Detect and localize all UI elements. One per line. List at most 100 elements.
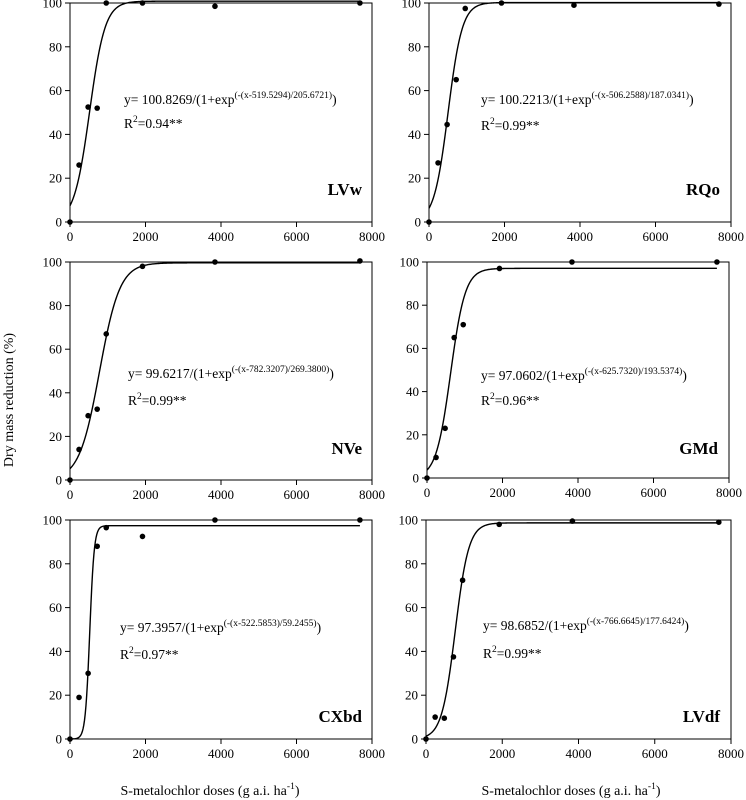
r-squared-exponent: 2 bbox=[137, 392, 142, 402]
x-tick-label: 6000 bbox=[284, 229, 310, 244]
panel-gmd: 0 2000 4000 6000 8000 0 20 40 60 80 100 y= 97.0602/… bbox=[400, 255, 743, 501]
data-point bbox=[453, 76, 459, 83]
x-tick-label: 0 bbox=[423, 746, 430, 761]
data-point bbox=[76, 694, 82, 701]
data-point bbox=[76, 446, 82, 453]
panel-cxbd: 0 2000 4000 6000 8000 0 20 40 60 80 100 y= 97.3957/… bbox=[43, 513, 386, 762]
y-tick-label: 20 bbox=[408, 171, 421, 186]
data-point bbox=[212, 259, 218, 265]
x-axis-title-superscript: -1 bbox=[648, 782, 656, 792]
y-tick-label: 20 bbox=[405, 688, 418, 703]
data-point bbox=[442, 425, 448, 432]
x-tick-label: 8000 bbox=[718, 229, 744, 244]
y-tick-label: 0 bbox=[56, 215, 63, 230]
x-tick-label: 4000 bbox=[567, 229, 593, 244]
y-tick-label: 40 bbox=[49, 644, 62, 659]
data-point bbox=[571, 2, 577, 8]
y-tick-label: 20 bbox=[49, 429, 62, 444]
y-tick-label: 100 bbox=[402, 0, 422, 11]
y-tick-label: 40 bbox=[405, 644, 418, 659]
fit-equation-close: ) bbox=[684, 618, 689, 633]
y-tick-label: 40 bbox=[408, 127, 421, 142]
panel-label: GMd bbox=[679, 439, 718, 458]
x-axis-title-main: S-metalochlor doses (g a.i. ha bbox=[482, 784, 649, 799]
x-tick-label: 6000 bbox=[284, 487, 310, 502]
y-tick-label: 100 bbox=[400, 255, 420, 270]
r-squared-exponent: 2 bbox=[490, 117, 495, 127]
x-axis-title-left: S-metalochlor doses (g a.i. ha-1) bbox=[121, 782, 300, 799]
x-axis-title-superscript: -1 bbox=[287, 782, 295, 792]
fit-equation-close: ) bbox=[332, 92, 337, 107]
data-point bbox=[94, 406, 100, 412]
fit-equation: y= 97.3957/(1+exp(-(x-522.5853)/59.2455)… bbox=[120, 618, 321, 635]
y-tick-label: 100 bbox=[43, 513, 63, 528]
data-point bbox=[435, 160, 441, 166]
data-point bbox=[498, 0, 505, 6]
data-point bbox=[357, 258, 363, 264]
fit-equation-exponent: (-(x-506.2588)/187.0341) bbox=[591, 90, 689, 101]
y-tick-label: 100 bbox=[43, 255, 63, 270]
fit-equation: y= 98.6852/(1+exp(-(x-766.6645)/177.6424… bbox=[483, 616, 689, 633]
data-point bbox=[459, 577, 466, 584]
data-point bbox=[103, 524, 110, 531]
panel-label: LVw bbox=[328, 180, 363, 199]
data-point bbox=[432, 714, 438, 720]
y-tick-label: 80 bbox=[49, 298, 62, 313]
r-squared-symbol: R bbox=[483, 646, 492, 661]
fit-equation: y= 99.6217/(1+exp(-(x-782.3207)/269.3800… bbox=[128, 364, 334, 381]
y-tick-label: 80 bbox=[49, 556, 62, 571]
y-tick-label: 20 bbox=[49, 171, 62, 186]
data-point bbox=[139, 533, 146, 540]
data-point bbox=[212, 3, 218, 10]
fit-equation-main: y= 97.3957/(1+exp bbox=[120, 620, 224, 635]
x-tick-label: 4000 bbox=[565, 485, 591, 500]
fit-equation: y= 100.2213/(1+exp(-(x-506.2588)/187.034… bbox=[481, 90, 694, 107]
fit-equation-main: y= 97.0602/(1+exp bbox=[481, 368, 585, 383]
r-squared-exponent: 2 bbox=[133, 115, 138, 125]
y-axis-title: Dry mass reduction (%) bbox=[2, 333, 17, 467]
data-point bbox=[441, 715, 448, 721]
fit-curve bbox=[69, 0, 360, 206]
fit-equation-close: ) bbox=[329, 366, 334, 381]
r-squared-value: =0.96** bbox=[495, 393, 540, 408]
x-tick-label: 8000 bbox=[359, 229, 385, 244]
data-point bbox=[451, 334, 457, 341]
fit-equation-exponent: (-(x-625.7320)/193.5374) bbox=[585, 366, 683, 377]
x-tick-label: 0 bbox=[67, 487, 74, 502]
r-squared: R2=0.96** bbox=[481, 392, 540, 408]
r-squared-exponent: 2 bbox=[490, 392, 495, 402]
fit-curve bbox=[426, 267, 717, 471]
fit-equation-main: y= 100.8269/(1+exp bbox=[124, 92, 235, 107]
data-point bbox=[94, 543, 100, 550]
x-tick-label: 8000 bbox=[718, 746, 744, 761]
y-tick-label: 60 bbox=[49, 600, 62, 615]
y-tick-label: 0 bbox=[412, 732, 419, 747]
fit-equation-close: ) bbox=[317, 620, 322, 635]
y-tick-label: 60 bbox=[49, 83, 62, 98]
y-tick-label: 20 bbox=[406, 427, 419, 442]
x-tick-label: 4000 bbox=[208, 487, 234, 502]
panel-lvw: 0 2000 4000 6000 8000 0 20 40 60 80 100 y= 100.8269… bbox=[43, 0, 386, 244]
y-tick-label: 100 bbox=[399, 513, 419, 528]
x-axis-title-main: S-metalochlor doses (g a.i. ha bbox=[121, 784, 288, 799]
x-tick-label: 2000 bbox=[133, 229, 159, 244]
r-squared-symbol: R bbox=[481, 393, 490, 408]
data-point bbox=[85, 104, 91, 110]
y-tick-label: 40 bbox=[406, 384, 419, 399]
x-tick-label: 8000 bbox=[359, 487, 385, 502]
y-tick-label: 0 bbox=[413, 471, 420, 486]
y-tick-label: 80 bbox=[49, 39, 62, 54]
data-point bbox=[424, 475, 430, 481]
x-tick-label: 6000 bbox=[642, 746, 668, 761]
data-point bbox=[716, 519, 722, 525]
r-squared-symbol: R bbox=[124, 116, 133, 131]
x-tick-label: 6000 bbox=[641, 485, 667, 500]
x-tick-label: 4000 bbox=[566, 746, 592, 761]
x-tick-label: 0 bbox=[424, 485, 431, 500]
panel-nve: 0 2000 4000 6000 8000 0 20 40 60 80 100 y= 99.6217/… bbox=[43, 255, 386, 503]
x-tick-label: 2000 bbox=[133, 746, 159, 761]
data-point bbox=[67, 219, 73, 225]
data-point bbox=[139, 0, 146, 6]
panel-label: RQo bbox=[686, 180, 720, 199]
